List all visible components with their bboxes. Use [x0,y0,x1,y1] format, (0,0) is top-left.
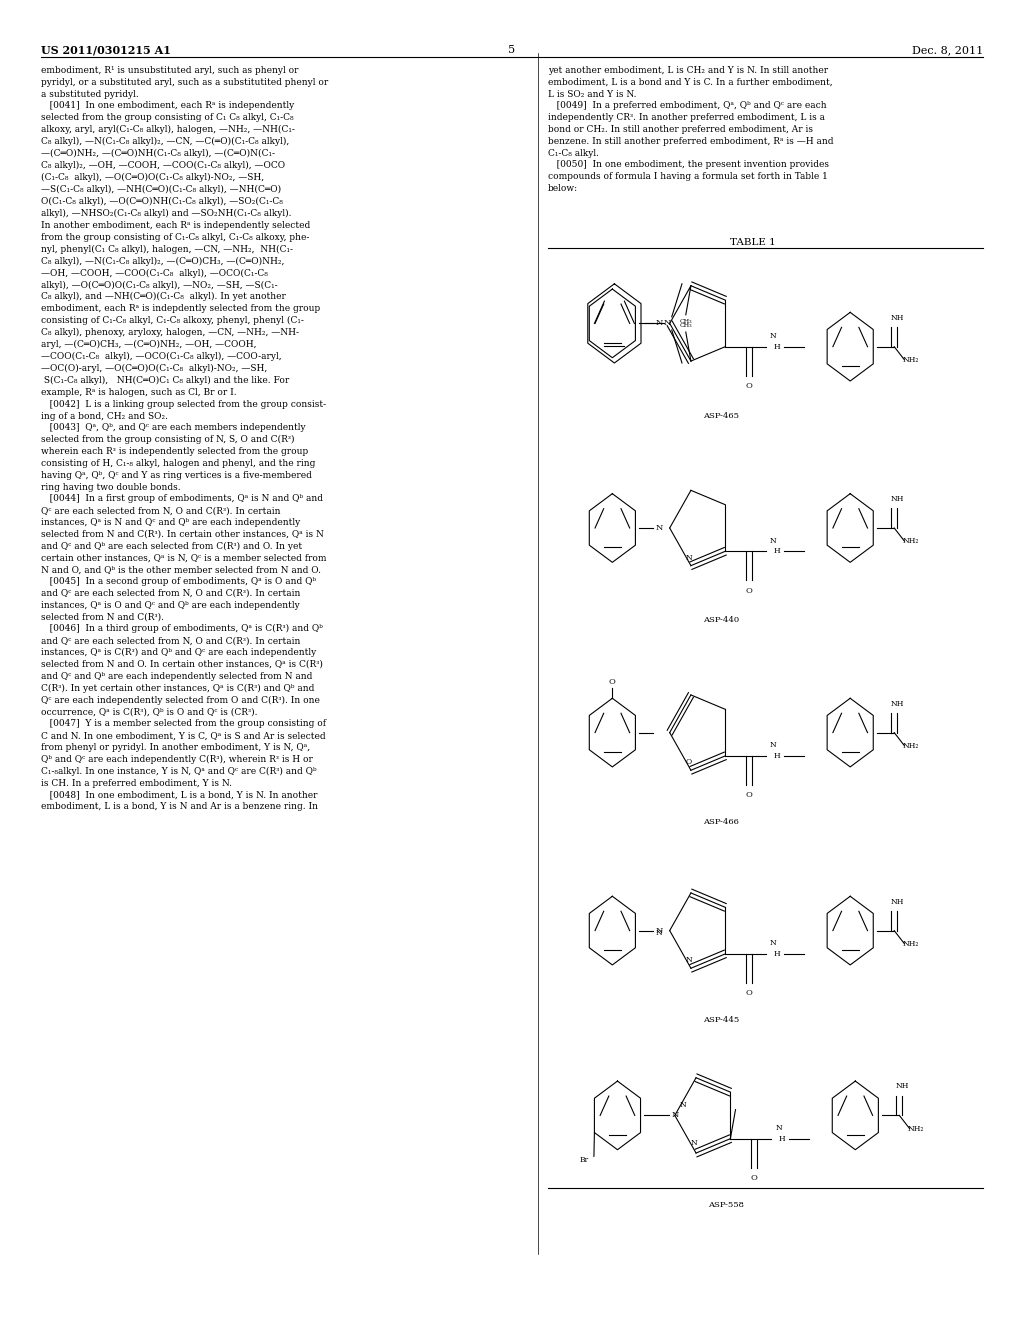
Text: N: N [770,940,777,948]
Text: H: H [773,343,780,351]
Text: N: N [685,554,692,562]
Text: NH₂: NH₂ [902,537,919,545]
Text: N: N [770,537,777,545]
Text: CH₃: CH₃ [680,319,692,323]
Text: N: N [685,957,692,965]
Text: NH₂: NH₂ [902,940,919,948]
Text: N: N [655,927,664,935]
Text: N: N [655,524,664,532]
Text: TABLE 1: TABLE 1 [730,238,775,247]
Text: NH: NH [891,495,904,503]
Text: H: H [778,1135,785,1143]
Text: NH₂: NH₂ [907,1125,924,1133]
Text: ASP-465: ASP-465 [702,412,739,420]
Text: ASP-466: ASP-466 [702,818,739,826]
Text: 5: 5 [509,45,515,55]
Text: embodiment, R¹ is unsubstituted aryl, such as phenyl or
pyridyl, or a substitute: embodiment, R¹ is unsubstituted aryl, su… [41,66,329,812]
Text: N: N [770,333,777,341]
Text: N: N [690,1139,697,1147]
Text: H: H [773,950,780,958]
Text: N: N [656,929,663,937]
Text: NH: NH [891,314,904,322]
Text: NH₂: NH₂ [902,356,919,364]
Text: NH: NH [896,1082,909,1090]
Text: N: N [680,1101,686,1109]
Text: ASP-440: ASP-440 [702,616,739,624]
Text: O: O [609,678,615,686]
Text: yet another embodiment, L is CH₂ and Y is N. In still another
embodiment, L is a: yet another embodiment, L is CH₂ and Y i… [548,66,834,193]
Text: H: H [773,752,780,760]
Text: CH₃: CH₃ [680,323,692,327]
Text: N: N [664,319,672,327]
Text: O: O [745,383,753,391]
Text: O: O [751,1175,758,1183]
Text: O: O [745,990,753,998]
Text: N: N [655,319,664,327]
Text: O: O [686,759,692,767]
Text: ASP-558: ASP-558 [708,1201,744,1209]
Text: N: N [775,1125,782,1133]
Text: O: O [745,587,753,595]
Text: N: N [770,742,777,750]
Text: US 2011/0301215 A1: US 2011/0301215 A1 [41,45,171,55]
Text: Br: Br [580,1156,588,1164]
Text: Dec. 8, 2011: Dec. 8, 2011 [911,45,983,55]
Text: NH: NH [891,898,904,906]
Text: NH₂: NH₂ [902,742,919,750]
Text: O: O [745,792,753,800]
Text: H: H [773,548,780,556]
Text: N: N [671,1111,679,1119]
Text: NH: NH [891,700,904,708]
Text: ASP-445: ASP-445 [702,1016,739,1024]
